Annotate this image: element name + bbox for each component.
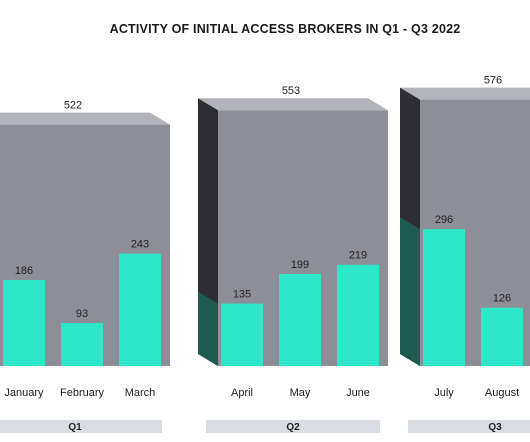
quarter-q2-band bbox=[206, 420, 380, 433]
quarter-q3-label: Q3 bbox=[488, 422, 502, 433]
quarter-q3-bar-side bbox=[400, 217, 420, 366]
month-label-may: May bbox=[290, 387, 311, 399]
bar-march bbox=[119, 253, 161, 366]
bar-value-august: 126 bbox=[493, 293, 511, 305]
bar-august bbox=[481, 307, 523, 366]
month-label-february: February bbox=[60, 387, 105, 399]
bar-july bbox=[423, 229, 465, 366]
bar-value-january: 186 bbox=[15, 265, 33, 277]
quarter-q1-total-label: 522 bbox=[64, 100, 82, 112]
quarter-q2-label: Q2 bbox=[286, 422, 300, 433]
quarter-q2-total-label: 553 bbox=[282, 85, 300, 97]
quarter-q1-label: Q1 bbox=[68, 422, 82, 433]
bar-value-may: 199 bbox=[291, 259, 309, 271]
bar-april bbox=[221, 303, 263, 366]
bar-january bbox=[3, 279, 45, 366]
month-label-january: January bbox=[4, 387, 44, 399]
bar-value-july: 296 bbox=[435, 214, 453, 226]
quarter-q2-box-top bbox=[198, 98, 388, 111]
quarter-q3-total-label: 576 bbox=[484, 75, 502, 87]
month-label-june: June bbox=[346, 387, 370, 399]
month-label-april: April bbox=[231, 387, 253, 399]
bar-value-june: 219 bbox=[349, 250, 367, 262]
bar-value-april: 135 bbox=[233, 289, 251, 301]
month-label-july: July bbox=[434, 387, 454, 399]
quarter-q3-box-top bbox=[400, 87, 530, 100]
month-label-august: August bbox=[485, 387, 519, 399]
bar-june bbox=[337, 264, 379, 366]
chart-title: ACTIVITY OF INITIAL ACCESS BROKERS IN Q1… bbox=[109, 22, 461, 36]
bar-may bbox=[279, 273, 321, 366]
bar-value-february: 93 bbox=[76, 308, 88, 320]
quarter-q3-band bbox=[408, 420, 530, 433]
month-label-march: March bbox=[125, 387, 156, 399]
quarter-q1-box-top bbox=[0, 112, 170, 125]
bar-february bbox=[61, 322, 103, 366]
quarter-q2-bar-side bbox=[198, 291, 218, 366]
quarter-q1-band bbox=[0, 420, 162, 433]
bar-value-march: 243 bbox=[131, 239, 149, 251]
